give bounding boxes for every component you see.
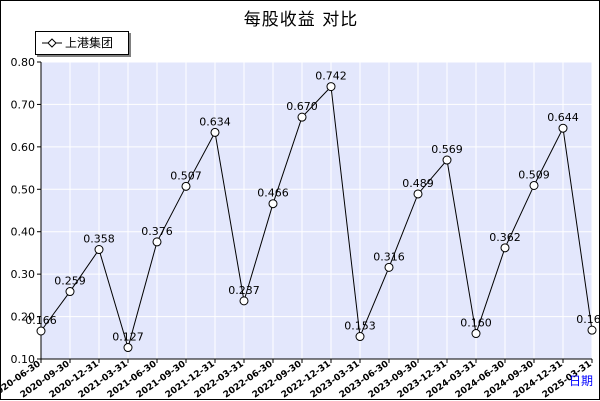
data-point <box>94 245 104 255</box>
data-label: 0.237 <box>228 284 260 297</box>
data-label: 0.509 <box>518 168 550 181</box>
data-label: 0.507 <box>170 169 202 182</box>
y-tick-label: 0.10 <box>11 353 36 366</box>
data-point <box>529 180 539 190</box>
data-point <box>500 243 510 253</box>
x-axis-label: 日期 <box>569 374 593 388</box>
data-label: 0.376 <box>141 225 173 238</box>
data-point <box>181 181 191 191</box>
data-point <box>210 127 220 137</box>
data-point <box>587 325 597 335</box>
data-point <box>65 287 75 297</box>
plot-background <box>41 62 592 359</box>
data-labels: 0.166 0.259 0.358 0.127 0.376 0.507 0.634 0.237… <box>25 70 600 344</box>
data-point <box>326 82 336 92</box>
data-point <box>355 332 365 342</box>
data-label: 0.166 <box>25 314 57 327</box>
data-label: 0.670 <box>286 100 318 113</box>
data-label: 0.160 <box>460 317 492 330</box>
y-tick-label: 0.30 <box>11 268 36 281</box>
y-tick-label: 0.40 <box>11 226 36 239</box>
legend: 上港集团 <box>35 31 129 55</box>
y-axis-ticks: 0.10 0.20 0.30 0.40 0.50 0.60 0.70 0.80 <box>11 56 41 366</box>
series-line <box>40 85 593 350</box>
data-label: 0.259 <box>54 275 86 288</box>
data-points <box>36 82 597 353</box>
y-tick-label: 0.60 <box>11 141 36 154</box>
data-point <box>36 326 46 336</box>
data-label: 0.634 <box>199 115 231 128</box>
data-point <box>123 343 133 353</box>
data-label: 0.362 <box>489 231 521 244</box>
data-point <box>297 112 307 122</box>
data-point <box>152 237 162 247</box>
y-tick-label: 0.80 <box>11 56 36 69</box>
x-axis-ticks: 2020-06-302020-09-302020-12-312021-03-31… <box>1 359 594 400</box>
data-label: 0.316 <box>373 250 405 263</box>
data-label: 0.358 <box>83 233 115 246</box>
data-label: 0.466 <box>257 187 289 200</box>
data-label: 0.153 <box>344 320 376 333</box>
legend-marker-icon <box>42 38 62 48</box>
legend-label: 上港集团 <box>65 36 114 50</box>
chart-title: 每股收益 对比 <box>243 10 359 30</box>
y-tick-label: 0.50 <box>11 183 36 196</box>
data-label: 0.127 <box>112 331 144 344</box>
data-label: 0.742 <box>315 70 347 83</box>
data-point <box>239 296 249 306</box>
axes <box>40 62 592 360</box>
data-point <box>442 155 452 165</box>
data-point <box>384 262 394 272</box>
data-label: 0.168 <box>576 313 600 326</box>
data-point <box>558 123 568 133</box>
data-label: 0.569 <box>431 143 463 156</box>
y-tick-label: 0.20 <box>11 311 36 324</box>
y-tick-label: 0.70 <box>11 98 36 111</box>
data-label: 0.489 <box>402 177 434 190</box>
data-point <box>471 329 481 339</box>
series-line-group <box>40 85 593 350</box>
data-point <box>413 189 423 199</box>
data-label: 0.644 <box>547 111 579 124</box>
data-point <box>268 199 278 209</box>
